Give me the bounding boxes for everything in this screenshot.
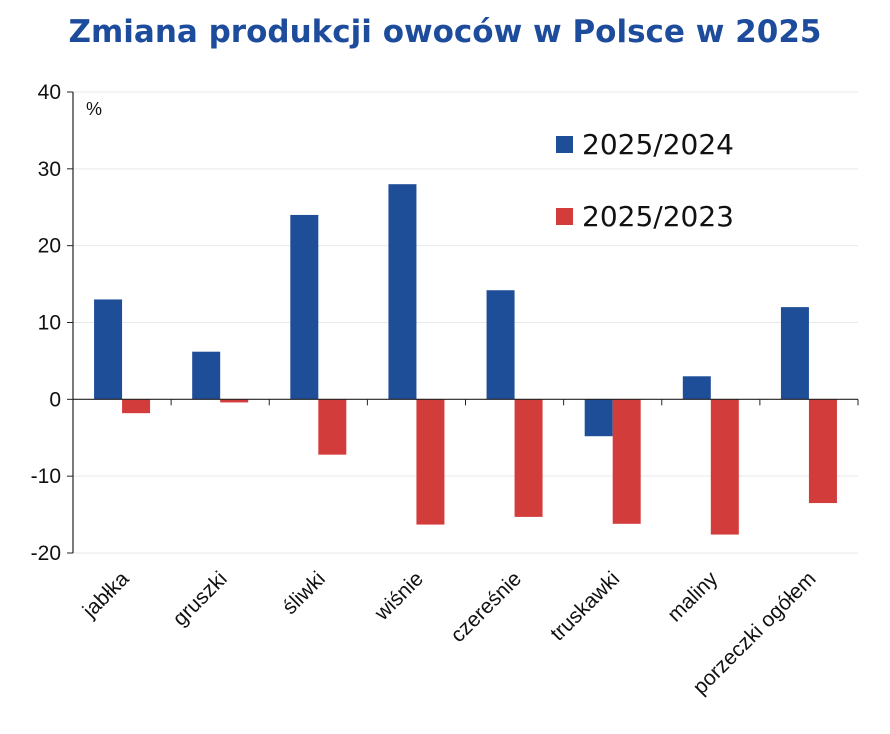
category-label: jabłka (78, 567, 134, 623)
category-label: czereśnie (446, 567, 526, 647)
category-label: truskawki (546, 567, 624, 645)
y-tick-label: 0 (49, 388, 61, 411)
bar-2025-2023 (416, 399, 445, 525)
bar-2025-2024 (584, 399, 613, 437)
category-label: śliwki (278, 567, 330, 619)
y-tick-label: 30 (38, 158, 61, 181)
bar-2025-2023 (220, 399, 249, 403)
bar-2025-2024 (290, 214, 319, 400)
bar-2025-2023 (808, 399, 837, 504)
category-label: wiśnie (370, 567, 428, 625)
y-tick-label: 20 (38, 235, 61, 258)
legend-swatch (556, 136, 573, 153)
legend: 2025/2024 2025/2023 (556, 128, 734, 233)
y-tick-label: -10 (31, 465, 61, 488)
legend-label: 2025/2024 (582, 128, 734, 161)
bar-2025-2024 (486, 290, 515, 400)
y-tick-labels: 40 30 20 10 0 -10 -20 (31, 81, 61, 565)
bar-2025-2023 (710, 399, 739, 535)
category-label: gruszki (168, 567, 231, 630)
bar-2025-2023 (612, 399, 641, 524)
bars (94, 184, 837, 535)
bar-2025-2023 (122, 399, 151, 414)
legend-label: 2025/2023 (582, 200, 734, 233)
y-tick-label: 10 (38, 312, 61, 335)
y-tick-label: 40 (38, 81, 61, 104)
axes (67, 91, 859, 554)
legend-swatch (556, 208, 573, 225)
category-labels: jabłka gruszki śliwki wiśnie czereśnie truska… (78, 567, 821, 699)
bar-2025-2024 (682, 376, 711, 400)
bar-2025-2024 (94, 299, 123, 400)
gridlines (73, 91, 858, 554)
y-tick-label: -20 (31, 542, 61, 565)
bar-2025-2024 (192, 351, 221, 400)
category-label: maliny (663, 567, 723, 627)
bar-2025-2024 (388, 184, 417, 400)
bar-2025-2024 (780, 307, 809, 400)
bar-2025-2023 (514, 399, 543, 517)
unit-label: % (86, 99, 102, 119)
bar-2025-2023 (318, 399, 347, 455)
chart-title: Zmiana produkcji owoców w Polsce w 2025 (68, 14, 822, 50)
